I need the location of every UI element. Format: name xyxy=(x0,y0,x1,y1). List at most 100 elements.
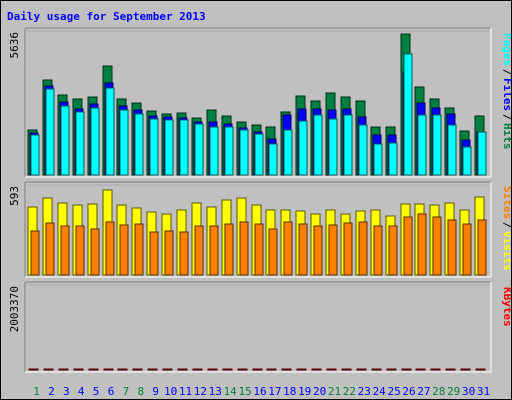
bar-pages-day-16 xyxy=(254,133,264,176)
bar-pages-day-3 xyxy=(60,105,70,176)
bar-kbytes-day-10 xyxy=(162,368,173,371)
x-tick-label-day-29: 29 xyxy=(447,385,460,398)
bar-pages-day-31 xyxy=(477,131,487,176)
x-tick-label-day-15: 15 xyxy=(238,385,251,398)
bar-kbytes-day-22 xyxy=(341,368,352,371)
bar-pages-day-11 xyxy=(179,119,189,176)
bar-pages-day-12 xyxy=(194,123,204,176)
bar-kbytes-day-3 xyxy=(58,368,69,371)
series-kbytes xyxy=(28,368,486,371)
x-tick-label-day-3: 3 xyxy=(63,385,70,398)
bar-kbytes-day-15 xyxy=(237,368,248,371)
x-tick-label-day-28: 28 xyxy=(432,385,445,398)
bar-sites-day-25 xyxy=(388,225,398,276)
x-tick-label-day-24: 24 xyxy=(373,385,387,398)
legend-item-files: Files xyxy=(501,78,511,111)
series-sites xyxy=(30,213,487,276)
bar-sites-day-17 xyxy=(268,228,278,276)
x-tick-label-day-25: 25 xyxy=(387,385,400,398)
bar-kbytes-day-14 xyxy=(222,368,233,371)
bar-sites-day-10 xyxy=(164,230,174,276)
x-tick-label-day-14: 14 xyxy=(224,385,238,398)
bar-pages-day-18 xyxy=(283,129,293,176)
bar-sites-day-13 xyxy=(209,225,219,276)
bar-sites-day-26 xyxy=(403,216,413,276)
plot-area xyxy=(25,282,491,372)
panel-hits_files_pages: 5636 Pages / Files / Hits xyxy=(8,27,511,178)
bar-pages-day-28 xyxy=(432,114,442,176)
bar-kbytes-day-8 xyxy=(132,368,143,371)
bar-sites-day-31 xyxy=(477,219,487,276)
chart-title: Daily usage for September 2013 xyxy=(7,10,206,23)
bar-pages-day-15 xyxy=(239,129,249,176)
bar-pages-day-23 xyxy=(358,124,368,176)
x-tick-label-day-16: 16 xyxy=(253,385,266,398)
bar-kbytes-day-31 xyxy=(475,368,486,371)
panel-visits_sites: 593 Sites / Visits xyxy=(8,181,511,278)
bar-kbytes-day-20 xyxy=(311,368,322,371)
legend-visits_sites: Sites / Visits xyxy=(501,186,511,271)
bar-pages-day-21 xyxy=(328,118,338,176)
bar-pages-day-8 xyxy=(134,113,144,176)
x-tick-label-day-19: 19 xyxy=(298,385,311,398)
bar-sites-day-2 xyxy=(45,222,55,276)
bar-kbytes-day-11 xyxy=(177,368,188,371)
bar-sites-day-15 xyxy=(239,221,249,276)
bar-pages-day-29 xyxy=(447,124,457,176)
bar-pages-day-2 xyxy=(45,88,55,176)
x-tick-label-day-21: 21 xyxy=(328,385,341,398)
legend-separator: / xyxy=(501,222,511,229)
legend-item-sites: Sites xyxy=(501,186,511,219)
bar-kbytes-day-16 xyxy=(252,368,263,371)
series-pages xyxy=(30,53,487,176)
legend-item-visits: Visits xyxy=(501,231,511,271)
bar-kbytes-day-13 xyxy=(207,368,218,371)
bar-sites-day-30 xyxy=(462,223,472,276)
bar-kbytes-day-18 xyxy=(281,368,292,371)
x-tick-label-day-26: 26 xyxy=(402,385,415,398)
x-tick-label-day-11: 11 xyxy=(179,385,192,398)
legend-item-kbytes: KBytes xyxy=(501,287,511,327)
x-tick-label-day-22: 22 xyxy=(343,385,356,398)
x-tick-label-day-1: 1 xyxy=(33,385,40,398)
bar-kbytes-day-29 xyxy=(445,368,456,371)
bar-pages-day-7 xyxy=(119,109,129,176)
x-tick-label-day-10: 10 xyxy=(164,385,177,398)
bar-pages-day-10 xyxy=(164,119,174,176)
bar-kbytes-day-21 xyxy=(326,368,337,371)
bar-sites-day-20 xyxy=(313,225,323,276)
legend-kbytes: KBytes xyxy=(501,287,511,327)
bar-pages-day-19 xyxy=(298,120,308,176)
bar-kbytes-day-23 xyxy=(356,368,367,371)
bar-pages-day-26 xyxy=(403,53,413,176)
bar-sites-day-8 xyxy=(134,223,144,276)
x-tick-label-day-4: 4 xyxy=(78,385,85,398)
bar-kbytes-day-17 xyxy=(266,368,277,371)
x-tick-label-day-13: 13 xyxy=(209,385,222,398)
y-max-label: 2003370 xyxy=(8,286,21,332)
bar-sites-day-14 xyxy=(224,223,234,276)
bar-sites-day-4 xyxy=(75,225,85,276)
bar-pages-day-17 xyxy=(268,143,278,176)
x-tick-label-day-30: 30 xyxy=(462,385,475,398)
bar-pages-day-30 xyxy=(462,146,472,176)
legend-separator: / xyxy=(501,114,511,121)
bar-kbytes-day-2 xyxy=(43,368,54,371)
bar-sites-day-28 xyxy=(432,216,442,276)
x-tick-label-day-17: 17 xyxy=(268,385,281,398)
x-tick-label-day-6: 6 xyxy=(108,385,115,398)
bar-kbytes-day-24 xyxy=(371,368,382,371)
bar-kbytes-day-28 xyxy=(430,368,441,371)
bar-sites-day-3 xyxy=(60,225,70,276)
bar-sites-day-1 xyxy=(30,230,40,276)
bar-pages-day-20 xyxy=(313,114,323,176)
bar-sites-day-24 xyxy=(373,225,383,276)
bar-sites-day-5 xyxy=(90,228,100,276)
x-tick-label-day-2: 2 xyxy=(48,385,55,398)
legend-separator: / xyxy=(501,69,511,76)
x-tick-label-day-5: 5 xyxy=(93,385,100,398)
x-tick-label-day-7: 7 xyxy=(123,385,130,398)
x-tick-label-day-23: 23 xyxy=(358,385,371,398)
x-tick-label-day-18: 18 xyxy=(283,385,296,398)
bar-pages-day-22 xyxy=(343,114,353,176)
